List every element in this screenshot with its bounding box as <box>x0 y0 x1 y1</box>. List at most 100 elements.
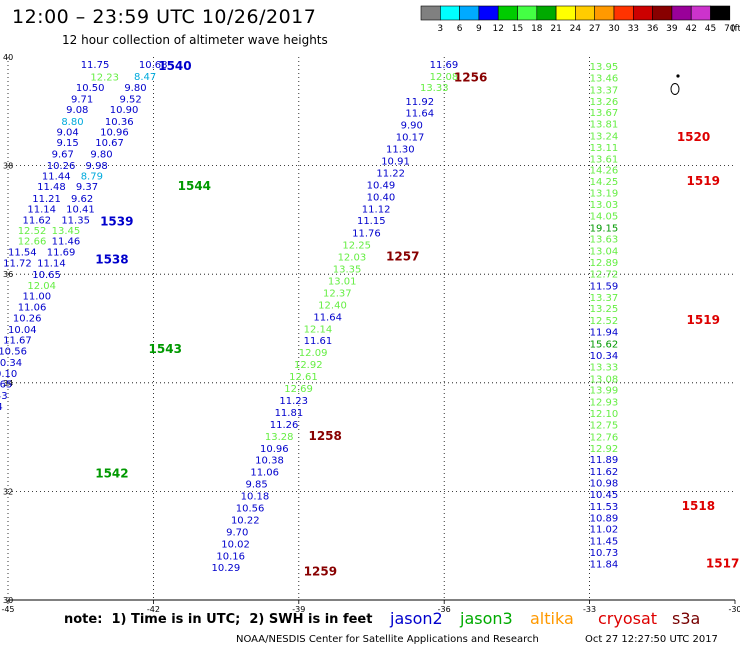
wave-height-value: 11.92 <box>405 97 434 108</box>
wave-height-value: 10.43 <box>0 391 8 402</box>
plot-grid <box>8 57 735 600</box>
wave-height-value: 10.65 <box>32 270 61 281</box>
wave-height-value: 10.98 <box>590 479 619 490</box>
wave-height-value: 12.03 <box>338 253 367 264</box>
wave-height-value: 11.44 <box>42 172 71 183</box>
wave-height-value: 10.22 <box>231 515 260 526</box>
wave-height-value: 10.90 <box>110 105 139 116</box>
wave-height-value: 13.37 <box>590 293 619 304</box>
color-scale-label: 6 <box>457 24 463 34</box>
x-tick-label: -33 <box>583 605 596 614</box>
x-tick-label: -45 <box>1 605 14 614</box>
wave-height-value: 11.26 <box>270 420 299 431</box>
chart-title: 12:00 – 23:59 UTC 10/26/2017 <box>12 6 317 28</box>
wave-height-value: 10.17 <box>396 133 425 144</box>
legend-cryosat: cryosat <box>598 609 658 628</box>
color-scale-label: 9 <box>476 24 482 34</box>
wave-height-value: 12.52 <box>590 316 619 327</box>
pass-time-label: 1519 <box>687 313 720 327</box>
wave-height-value: 11.22 <box>376 168 405 179</box>
wave-height-value: 11.69 <box>430 60 459 71</box>
wave-height-value: 10.49 <box>367 180 396 191</box>
color-scale-label: 70 <box>724 24 736 34</box>
x-tick-label: -30 <box>728 605 740 614</box>
wave-height-value: 12.92 <box>590 444 619 455</box>
wave-height-value: 11.12 <box>362 204 391 215</box>
pass-time-label: 1258 <box>308 429 341 443</box>
wave-height-value: 11.00 <box>23 292 52 303</box>
wave-height-value: 12.61 <box>289 372 318 383</box>
wave-height-value: 12.08 <box>430 72 459 83</box>
wave-height-value: 10.56 <box>236 503 265 514</box>
wave-height-value: 12.52 <box>18 226 47 237</box>
wave-height-value: 11.45 <box>590 537 619 548</box>
wave-height-value: 11.30 <box>386 145 415 156</box>
wave-height-value: 11.64 <box>405 109 434 120</box>
y-tick-labels: 40 38 36 34 32 30 <box>3 53 13 605</box>
x-tick-label: -36 <box>438 605 451 614</box>
wave-height-value: 10.26 <box>13 313 42 324</box>
wave-height-value: 8.79 <box>81 172 103 183</box>
legend-jason2: jason2 <box>390 609 443 628</box>
pass-time-label: 1542 <box>95 466 128 480</box>
wave-height-value: 15.62 <box>590 340 619 351</box>
wave-height-value: 9.90 <box>401 121 423 132</box>
wave-height-value: 11.14 <box>37 259 66 270</box>
wave-height-value: 10.67 <box>95 138 124 149</box>
wave-height-value: 13.46 <box>590 73 619 84</box>
pass-time-label: 1538 <box>95 252 128 266</box>
x-tick-label: -42 <box>147 605 160 614</box>
legend-jason3: jason3 <box>460 609 513 628</box>
wave-height-value: 13.37 <box>590 85 619 96</box>
wave-height-value: 11.54 <box>8 248 37 259</box>
wave-height-value: 11.72 <box>3 259 32 270</box>
y-tick-label: 32 <box>3 487 13 496</box>
y-tick-label: 40 <box>3 53 13 62</box>
color-scale-label: 27 <box>589 24 600 34</box>
wave-height-value: 13.35 <box>333 265 362 276</box>
wave-height-value: 9.98 <box>86 161 108 172</box>
wave-height-value: 13.33 <box>590 362 619 373</box>
wave-height-value: 11.59 <box>590 281 619 292</box>
wave-height-value: 11.21 <box>32 194 61 205</box>
wave-height-value: 12.93 <box>590 398 619 409</box>
wave-height-value: 10.02 <box>221 539 250 550</box>
wave-height-value: 11.89 <box>590 455 619 466</box>
wave-height-value: 13.03 <box>590 200 619 211</box>
wave-height-value: 11.02 <box>590 525 619 536</box>
wave-height-value: 12.89 <box>590 258 619 269</box>
observation-labels: 11.7512.2310.509.719.088.809.049.159.671… <box>0 60 618 574</box>
y-tick-label: 34 <box>3 379 13 388</box>
color-scale-label: 33 <box>628 24 639 34</box>
wave-height-value: 11.94 <box>590 328 619 339</box>
wave-height-value: 13.95 <box>590 62 619 73</box>
wave-height-value: 10.41 <box>66 204 95 215</box>
y-tick-label: 36 <box>3 270 13 279</box>
wave-height-value: 11.15 <box>357 216 386 227</box>
wave-height-value: 13.67 <box>590 108 619 119</box>
wave-height-value: 9.71 <box>71 95 93 106</box>
wave-height-value: 13.04 <box>590 247 619 258</box>
color-scale-label: 42 <box>685 24 696 34</box>
wave-height-value: 12.09 <box>299 348 328 359</box>
wave-height-value: 13.33 <box>420 83 449 94</box>
color-scale-label: 39 <box>666 24 678 34</box>
pass-time-label: 1257 <box>386 250 419 264</box>
wave-height-value: 9.08 <box>66 105 88 116</box>
wave-height-value: 10.96 <box>260 444 289 455</box>
wave-height-value: 11.69 <box>47 248 76 259</box>
wave-height-value: 13.45 <box>52 226 81 237</box>
wave-height-value: 9.70 <box>226 527 248 538</box>
wave-height-value: 13.19 <box>590 189 619 200</box>
wave-height-value: 13.25 <box>590 304 619 315</box>
wave-height-value: 11.84 <box>590 559 619 570</box>
wave-height-value: 9.52 <box>119 95 141 106</box>
wave-height-value: 11.23 <box>279 396 308 407</box>
color-scale-label: 36 <box>647 24 659 34</box>
wave-height-value: 9.62 <box>71 194 93 205</box>
wave-height-value: 9.15 <box>56 138 78 149</box>
color-scale-label: 18 <box>531 24 543 34</box>
color-scale-label: 3 <box>437 24 443 34</box>
